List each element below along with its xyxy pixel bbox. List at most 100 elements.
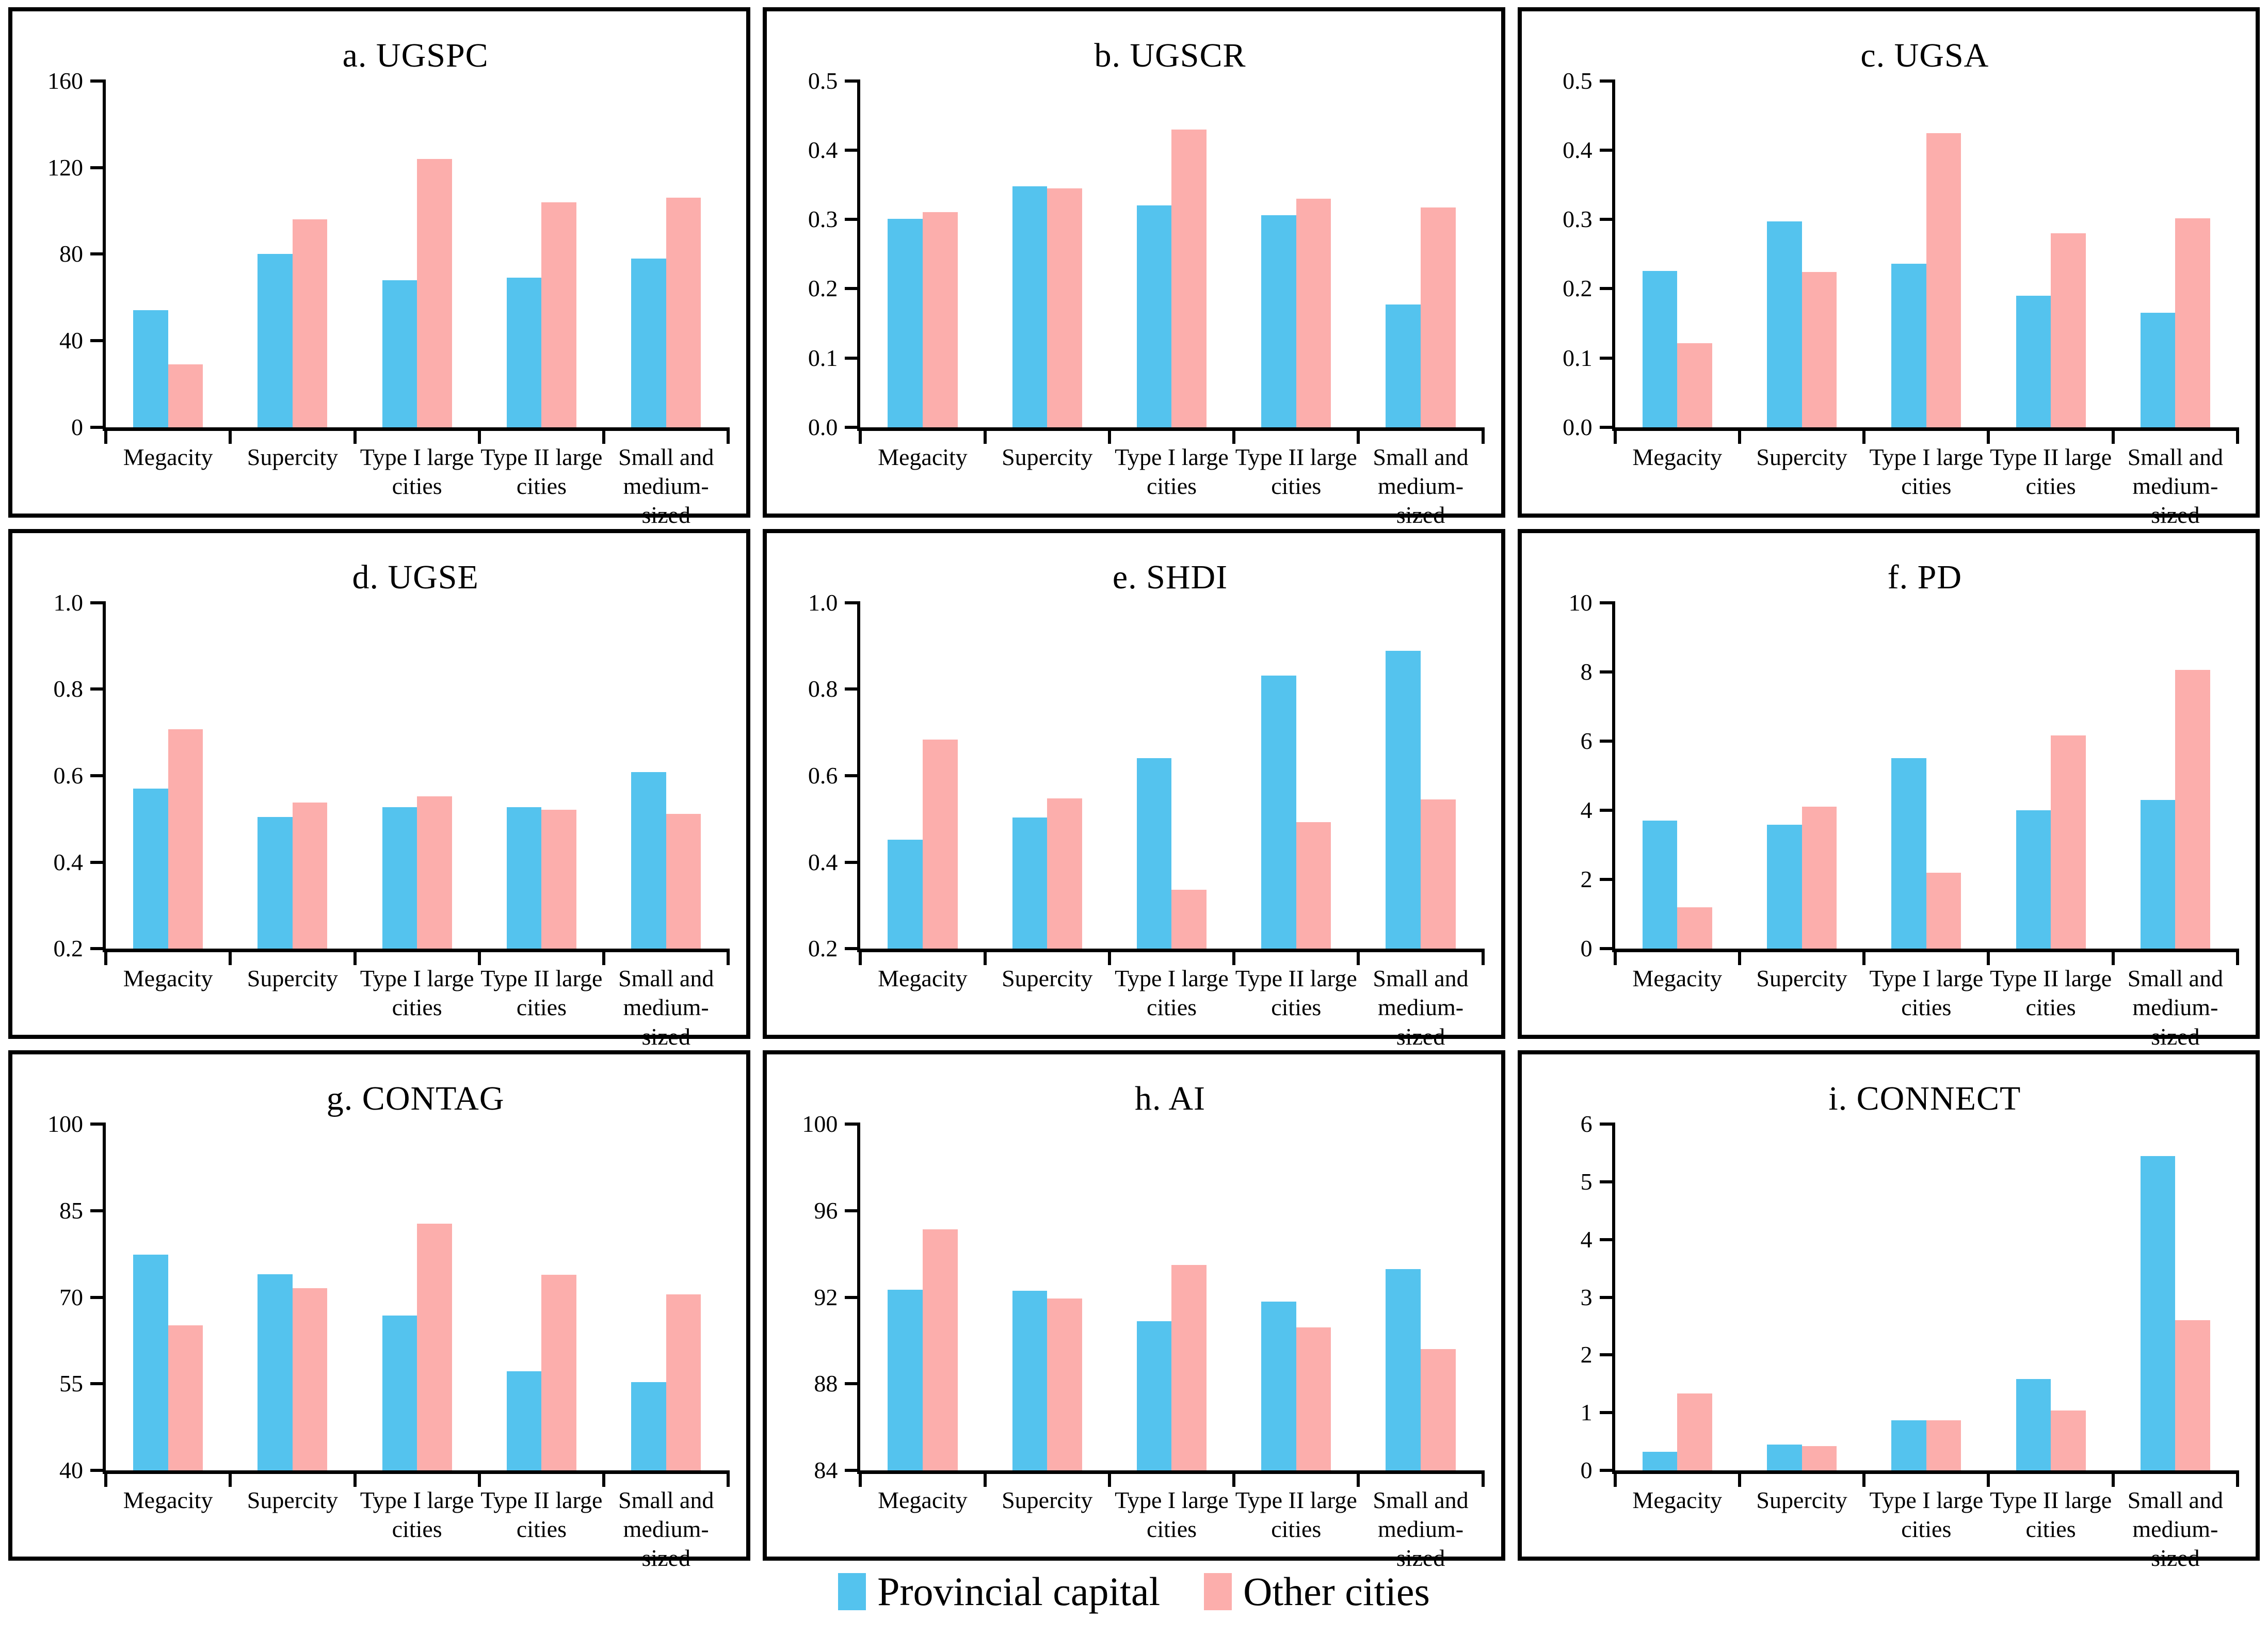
- bars-layer: [860, 1124, 1483, 1470]
- x-category-label: Type II large cities: [1990, 443, 2112, 499]
- y-tick-label: 55: [59, 1370, 83, 1397]
- y-tick-mark: [845, 687, 861, 691]
- panel-title: b. UGSCR: [1094, 37, 1246, 74]
- x-tick-mark: [983, 427, 987, 444]
- bar-provincial-capital: [1767, 221, 1802, 427]
- bar-other-cities: [417, 796, 452, 949]
- x-tick-mark: [1738, 427, 1741, 444]
- y-tick-label: 0.6: [808, 762, 838, 789]
- bar-other-cities: [2175, 218, 2210, 427]
- bar-group: [1358, 81, 1483, 427]
- bar-other-cities: [168, 729, 203, 949]
- x-tick-mark: [353, 949, 357, 966]
- y-tick-mark: [1599, 670, 1615, 674]
- x-tick-mark: [2111, 427, 2115, 444]
- x-category-label: Supercity: [1756, 965, 1847, 992]
- x-category-label: Supercity: [1756, 443, 1847, 470]
- x-tick-mark: [1613, 1470, 1617, 1487]
- bar-other-cities: [1926, 872, 1961, 949]
- x-tick-mark: [1357, 949, 1360, 966]
- y-tick-label: 6: [1580, 1111, 1593, 1137]
- legend-item-provincial-capital: Provincial capital: [838, 1568, 1160, 1615]
- x-tick-mark: [477, 427, 481, 444]
- y-tick-label: 0.5: [808, 68, 838, 94]
- bar-group: [1864, 81, 1988, 427]
- x-category-label: Small and medium-sized: [2127, 443, 2223, 528]
- x-tick-mark: [229, 1470, 232, 1487]
- y-tick-label: 0.2: [1563, 275, 1593, 302]
- y-tick-label: 3: [1580, 1284, 1593, 1310]
- x-tick-mark: [2111, 949, 2115, 966]
- bar-group: [985, 1124, 1109, 1470]
- bar-group: [479, 81, 604, 427]
- x-tick-mark: [727, 949, 730, 966]
- x-tick-mark: [1987, 1470, 1990, 1487]
- x-category-label: Small and medium-sized: [1373, 965, 1469, 1050]
- y-tick-mark: [1599, 218, 1615, 221]
- y-tick-mark: [90, 339, 106, 342]
- y-tick-mark: [845, 1469, 861, 1472]
- bar-group: [1740, 81, 1864, 427]
- bar-other-cities: [922, 1229, 958, 1470]
- bar-group: [106, 81, 230, 427]
- x-category-label: Supercity: [1002, 965, 1093, 992]
- x-tick-mark: [2236, 427, 2239, 444]
- legend-item-other-cities: Other cities: [1204, 1568, 1430, 1615]
- y-tick-label: 0: [1580, 935, 1593, 962]
- bar-group: [860, 1124, 985, 1470]
- x-tick-mark: [477, 949, 481, 966]
- y-tick-label: 8: [1580, 658, 1593, 685]
- bar-provincial-capital: [2140, 1156, 2176, 1470]
- bar-other-cities: [1801, 807, 1837, 949]
- y-tick-label: 1.0: [808, 589, 838, 616]
- y-tick-mark: [90, 425, 106, 429]
- x-category-label: Megacity: [878, 443, 968, 470]
- y-tick-mark: [1599, 79, 1615, 83]
- y-tick-label: 0.8: [808, 676, 838, 702]
- y-tick-label: 0.4: [53, 848, 84, 875]
- x-category-label: Megacity: [1632, 965, 1723, 992]
- bar-group: [1988, 603, 2113, 949]
- x-category-label: Small and medium-sized: [2127, 965, 2223, 1050]
- plot-area: Megacity Supercity Type I large cities Type…: [47, 69, 730, 528]
- chart-panel: h. AI Megacity Supercity Type I large citi…: [763, 1050, 1505, 1571]
- x-category-label: Type I large cities: [360, 1487, 474, 1543]
- y-tick-mark: [90, 1295, 106, 1299]
- bar-other-cities: [1801, 1446, 1837, 1470]
- y-tick-mark: [845, 1123, 861, 1126]
- bar-group: [1740, 1124, 1864, 1470]
- bar-other-cities: [292, 802, 328, 949]
- x-category-label: Type I large cities: [360, 443, 474, 499]
- x-tick-mark: [1357, 1470, 1360, 1487]
- y-tick-label: 160: [47, 68, 83, 94]
- x-tick-mark: [1862, 427, 1866, 444]
- x-category-label: Type II large cities: [1235, 443, 1357, 499]
- y-tick-mark: [90, 687, 106, 691]
- bar-group: [1615, 81, 1740, 427]
- chart-panel: a. UGSPC Megacity Supercity Type I large c…: [8, 7, 751, 528]
- bar-provincial-capital: [1261, 215, 1296, 427]
- y-tick-label: 6: [1580, 727, 1593, 754]
- bar-provincial-capital: [1642, 270, 1678, 427]
- x-tick-mark: [983, 949, 987, 966]
- x-tick-mark: [602, 949, 606, 966]
- legend-label: Provincial capital: [877, 1569, 1161, 1614]
- bar-other-cities: [2175, 670, 2210, 949]
- bars-layer: [106, 1124, 728, 1470]
- bar-group: [985, 603, 1109, 949]
- plot-area: Megacity Supercity Type I large cities Type…: [802, 1112, 1485, 1571]
- x-tick-mark: [727, 1470, 730, 1487]
- bars-layer: [860, 603, 1483, 949]
- y-tick-label: 84: [814, 1457, 838, 1483]
- bar-provincial-capital: [1386, 304, 1421, 427]
- x-category-label: Type I large cities: [1869, 1487, 1984, 1543]
- bar-provincial-capital: [506, 807, 542, 949]
- x-category-label: Supercity: [247, 443, 339, 470]
- other-cities-swatch-icon: [1204, 1573, 1232, 1610]
- bar-group: [604, 1124, 728, 1470]
- x-tick-mark: [602, 427, 606, 444]
- x-tick-mark: [859, 949, 862, 966]
- bar-provincial-capital: [1891, 264, 1926, 427]
- x-tick-mark: [353, 427, 357, 444]
- x-tick-mark: [859, 1470, 862, 1487]
